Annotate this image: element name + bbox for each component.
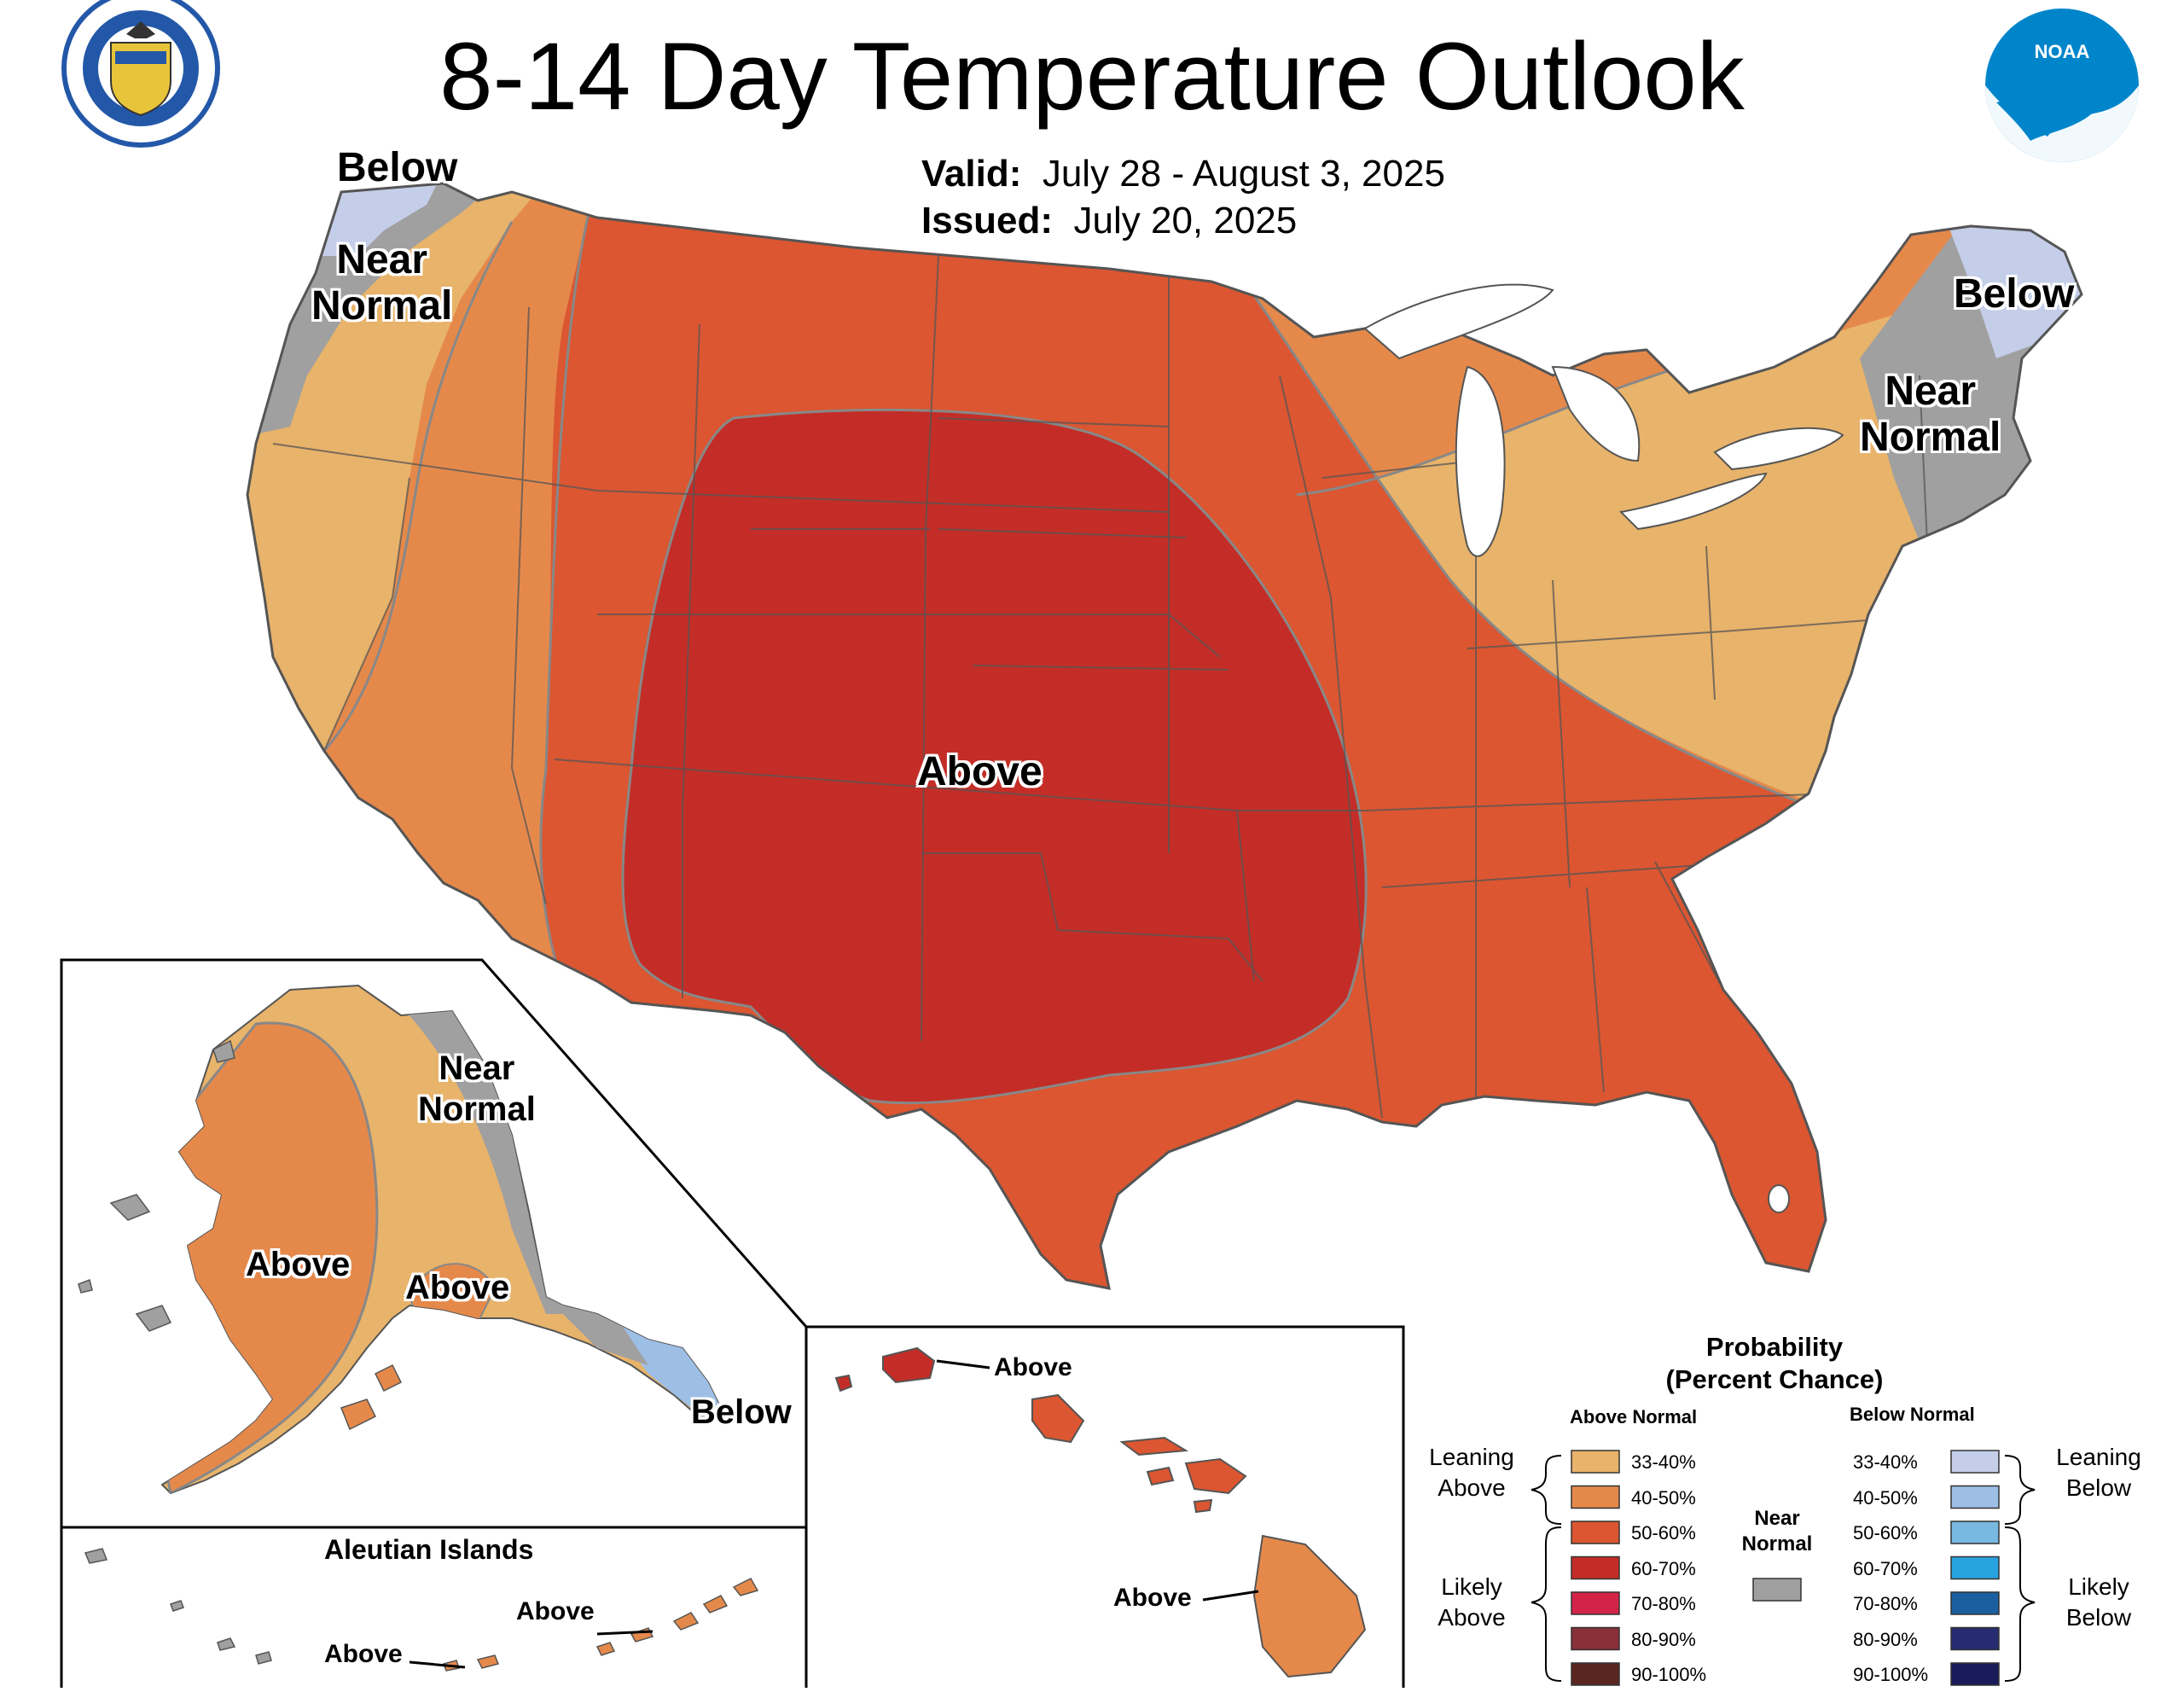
- central-plains-60-70: [621, 408, 1368, 1105]
- doc-seal-logo: [61, 0, 220, 148]
- legend-swatch-below-2: [1950, 1520, 2000, 1544]
- legend-braces: [1531, 1455, 2036, 1682]
- label-ne-near-normal: Near Normal: [1860, 369, 2001, 460]
- legend-label-above-3: 60-70%: [1631, 1557, 1696, 1579]
- legend-label-above-5: 80-90%: [1631, 1628, 1696, 1650]
- label-ak-above-south: Above: [405, 1269, 510, 1306]
- legend-above-header: Above Normal: [1570, 1406, 1698, 1427]
- issued-label: Issued:: [921, 200, 1054, 241]
- valid-value: July 28 - August 3, 2025: [1042, 153, 1445, 195]
- issued-line: Issued: July 20, 2025: [921, 199, 1297, 243]
- legend-likely-below: Likely Below: [2065, 1573, 2132, 1631]
- label-hi-above-big-island: Above: [1113, 1584, 1192, 1612]
- near-normal-swatch: [1752, 1578, 1802, 1602]
- legend-swatches: [1571, 1450, 2000, 1686]
- legend-swatch-below-6: [1950, 1662, 2000, 1686]
- legend-swatch-above-2: [1571, 1520, 1620, 1544]
- valid-line: Valid: July 28 - August 3, 2025: [921, 152, 1445, 196]
- legend-swatch-below-4: [1950, 1591, 2000, 1615]
- aleutian-islands: [443, 1578, 759, 1672]
- label-nw-below: Below: [337, 145, 458, 190]
- legend-label-above-0: 33-40%: [1631, 1451, 1696, 1473]
- legend-swatch-above-4: [1571, 1591, 1620, 1615]
- legend-leaning-below: Leaning Below: [2056, 1444, 2141, 1501]
- label-nw-near-normal: Near Normal: [311, 237, 453, 329]
- aleutian-title: Aleutian Islands: [324, 1534, 534, 1565]
- great-lakes: [1363, 283, 1844, 557]
- legend-swatch-above-5: [1571, 1626, 1620, 1651]
- legend-swatch-below-3: [1950, 1555, 2000, 1580]
- legend-label-below-3: 60-70%: [1853, 1557, 1918, 1579]
- legend-swatch-below-1: [1950, 1485, 2000, 1509]
- legend-label-below-1: 40-50%: [1853, 1486, 1918, 1509]
- legend-label-below-0: 33-40%: [1853, 1451, 1918, 1473]
- noaa-logo-text: NOAA: [2034, 41, 2090, 62]
- legend-label-below-4: 70-80%: [1853, 1593, 1918, 1614]
- legend-likely-above: Likely Above: [1438, 1573, 1506, 1631]
- issued-value: July 20, 2025: [1073, 200, 1298, 241]
- legend-label-below-5: 80-90%: [1853, 1628, 1918, 1650]
- legend-below-header: Below Normal: [1850, 1404, 1975, 1425]
- label-ak-above-west: Above: [246, 1246, 351, 1283]
- label-central-above: Above: [917, 749, 1043, 794]
- legend-swatch-below-5: [1950, 1626, 2000, 1651]
- valid-label: Valid:: [921, 153, 1022, 195]
- legend-label-below-2: 50-60%: [1853, 1522, 1918, 1544]
- legend-label-above-4: 70-80%: [1631, 1593, 1696, 1614]
- label-ne-below: Below: [1954, 271, 2075, 317]
- legend-swatch-below-0: [1950, 1450, 2000, 1474]
- label-hi-above-kauai: Above: [994, 1353, 1072, 1381]
- legend-label-below-6: 90-100%: [1853, 1664, 1929, 1685]
- legend-leaning-above: Leaning Above: [1429, 1444, 1514, 1501]
- noaa-logo: [1985, 9, 2139, 162]
- label-aleutian-above-2: Above: [324, 1640, 403, 1668]
- legend-swatch-above-3: [1571, 1555, 1620, 1580]
- label-ak-near-normal: Near Normal: [418, 1050, 536, 1128]
- page-title: 8-14 Day Temperature Outlook: [439, 23, 1745, 130]
- label-aleutian-above-1: Above: [516, 1597, 595, 1625]
- legend-heading: Probability (Percent Chance): [1665, 1332, 1884, 1394]
- legend-swatch-above-1: [1571, 1485, 1620, 1509]
- legend-label-above-2: 50-60%: [1631, 1522, 1696, 1544]
- legend-swatch-above-0: [1571, 1450, 1620, 1474]
- legend-near-normal: Near Normal: [1741, 1507, 1813, 1555]
- legend-label-above-1: 40-50%: [1631, 1486, 1696, 1509]
- legend-label-above-6: 90-100%: [1631, 1664, 1707, 1685]
- label-ak-below: Below: [691, 1393, 792, 1431]
- hawaii-islands: [834, 1346, 1367, 1678]
- legend-swatch-above-6: [1571, 1662, 1620, 1686]
